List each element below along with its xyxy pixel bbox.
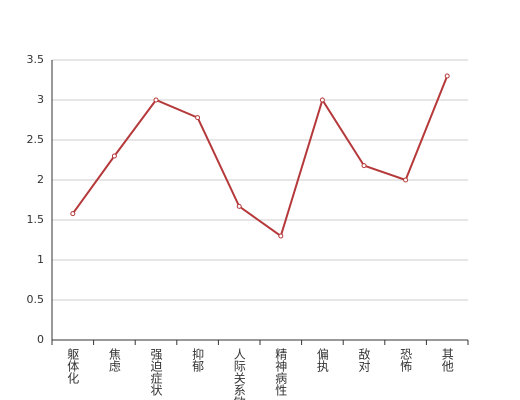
y-tick-label: 0 <box>37 333 44 346</box>
line <box>71 75 449 238</box>
y-tick-label: 2 <box>37 173 44 186</box>
y-tick-label: 1.5 <box>27 213 45 226</box>
y-tick-label: 2.5 <box>27 133 45 146</box>
x-tick-label: 精神病性 <box>274 348 288 397</box>
y-tick-label: 3 <box>37 93 44 106</box>
y-tick-label: 3.5 <box>27 53 45 66</box>
x-tick-label: 人际关系敏感 <box>232 348 246 400</box>
point <box>444 73 450 79</box>
point <box>195 115 201 121</box>
x-tick-label: 抑郁 <box>191 347 205 373</box>
x-tick-label: 偏执 <box>315 347 329 373</box>
point <box>278 233 284 239</box>
point <box>236 203 242 209</box>
point <box>153 97 159 103</box>
x-tick-label: 敌对 <box>357 347 371 372</box>
point <box>111 153 117 159</box>
point <box>403 177 409 183</box>
x-tick-label: 强迫症状 <box>149 348 163 396</box>
x-tick-label: 恐怖 <box>399 348 413 372</box>
y-tick-label: 1 <box>37 253 44 266</box>
x-tick-label: 焦虑 <box>107 348 121 372</box>
point <box>361 163 367 169</box>
point <box>319 97 325 103</box>
x-tick-label: 躯体化 <box>66 347 80 385</box>
y-tick-label: 0.5 <box>27 293 45 306</box>
point <box>70 211 76 217</box>
x-tick-label: 其他 <box>440 348 454 372</box>
